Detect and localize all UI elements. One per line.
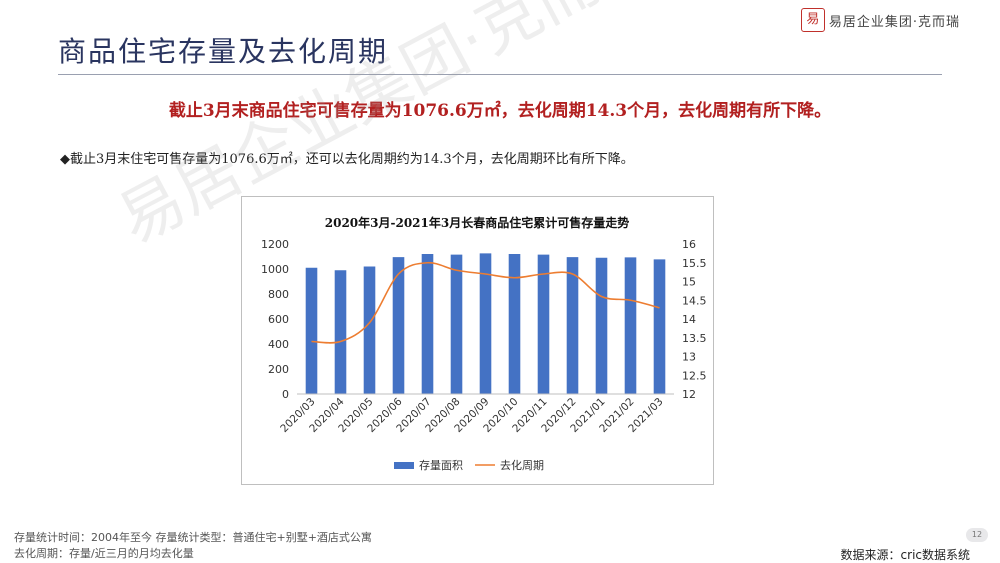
brand-text: 易居企业集团·克而瑞 (828, 14, 960, 30)
y-right-tick-label: 12 (682, 388, 696, 401)
bar (421, 254, 434, 394)
chart-title: 2020年3月-2021年3月长春商品住宅累计可售存量走势 (325, 215, 629, 230)
data-source: 数据来源：cric数据系统 (840, 548, 970, 562)
bar (305, 267, 318, 394)
bar (537, 254, 550, 394)
y-left-tick-label: 400 (268, 338, 289, 351)
bar (624, 257, 637, 394)
y-left-tick-label: 600 (268, 313, 289, 326)
brand-logo: 易 (800, 8, 825, 32)
bar (334, 270, 347, 394)
y-left-tick-label: 0 (282, 388, 289, 401)
chart-container: 2020年3月-2021年3月长春商品住宅累计可售存量走势 0 200 400 600 8… (241, 196, 714, 485)
y-right-tick-label: 15 (682, 276, 696, 289)
headline: 截止3月末商品住宅可售存量为1076.6万㎡，去化周期14.3个月，去化周期有所… (168, 101, 832, 121)
footer-notes: 存量统计时间：2004年至今 存量统计类型：普通住宅+别墅+酒店式公寓 去化周期… (14, 530, 372, 562)
y-right-tick-label: 13.5 (682, 332, 707, 345)
brand: 易 易居企业集团·克而瑞 (800, 8, 960, 32)
bar (595, 257, 608, 394)
bar (363, 266, 376, 394)
y-left-tick-label: 800 (268, 288, 289, 301)
y-right-tick-label: 15.5 (682, 257, 707, 270)
page-number: 12 (966, 528, 988, 542)
y-left-tick-label: 1200 (261, 238, 289, 251)
bar (566, 257, 579, 394)
y-right-tick-label: 14.5 (682, 294, 707, 307)
bar (479, 253, 492, 394)
y-right-tick-label: 16 (682, 238, 696, 251)
footer-line-1: 存量统计时间：2004年至今 存量统计类型：普通住宅+别墅+酒店式公寓 (14, 531, 372, 544)
page-title: 商品住宅存量及去化周期 (58, 35, 389, 68)
legend-bar-label: 存量面积 (419, 458, 463, 472)
y-left-tick-label: 1000 (261, 263, 289, 276)
legend-line-label: 去化周期 (500, 458, 544, 472)
bullet-text: ◆截止3月末住宅可售存量为1076.6万㎡，还可以去化周期约为14.3个月，去化… (60, 152, 634, 167)
bar (450, 254, 463, 394)
y-right-tick-label: 14 (682, 313, 696, 326)
chart-svg: 2020年3月-2021年3月长春商品住宅累计可售存量走势 0 200 400 600 8… (261, 215, 707, 472)
y-right-tick-label: 12.5 (682, 369, 707, 382)
footer-line-2: 去化周期：存量/近三月的月均去化量 (14, 547, 194, 560)
legend-bar-swatch (394, 462, 414, 469)
bar (392, 257, 405, 394)
y-right-tick-label: 13 (682, 351, 696, 364)
title-divider (58, 74, 942, 75)
y-left-tick-label: 200 (268, 363, 289, 376)
bar (653, 259, 666, 394)
bar (508, 254, 521, 394)
